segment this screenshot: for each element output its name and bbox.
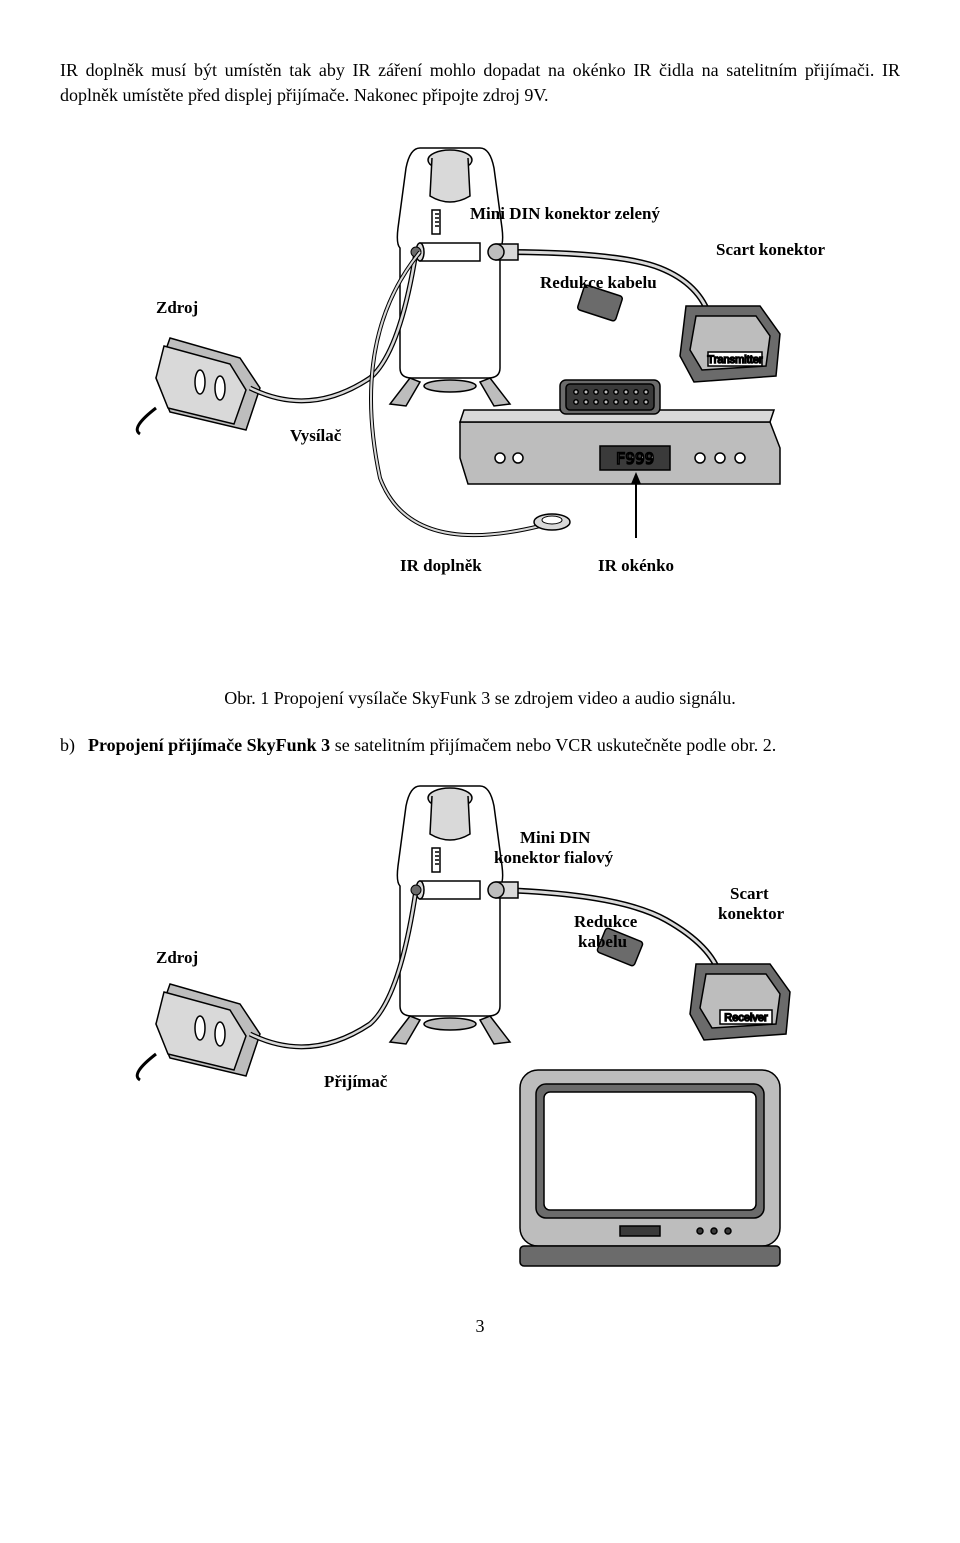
svg-text:Transmitter: Transmitter [707, 354, 763, 366]
caption-1: Obr. 1 Propojení vysílače SkyFunk 3 se z… [60, 688, 900, 709]
diagram-2: Receiver Zdroj Mini DIN konektor fialový… [120, 776, 840, 1276]
label-prijimac: Přijímač [324, 1072, 387, 1092]
label-zdroj-1: Zdroj [156, 298, 198, 318]
label-minidin-1: Mini DIN konektor zelený [470, 204, 660, 224]
list-item-b: b) Propojení přijímače SkyFunk 3 se sate… [60, 735, 900, 756]
label-zdroj-2: Zdroj [156, 948, 198, 968]
label-minidin-2-l1: Mini DIN [520, 828, 590, 848]
label-redukce-1: Redukce kabelu [540, 273, 657, 293]
list-text-b: Propojení přijímače SkyFunk 3 se satelit… [88, 735, 776, 756]
diagram-2-svg: Receiver [120, 776, 840, 1276]
label-minidin-2-l2: konektor fialový [494, 848, 613, 868]
intro-paragraph: IR doplněk musí být umístěn tak aby IR z… [60, 58, 900, 108]
page-number: 3 [60, 1316, 900, 1337]
label-vysilac: Vysílač [290, 426, 341, 446]
label-scart-2-l2: konektor [718, 904, 784, 924]
label-scart-1-line1: Scart konektor [716, 240, 825, 260]
label-ir-okenko: IR okénko [598, 556, 674, 576]
svg-text:Receiver: Receiver [724, 1012, 768, 1024]
label-redukce-2-l1: Redukce [574, 912, 637, 932]
label-redukce-2-l2: kabelu [578, 932, 627, 952]
label-ir-doplnek: IR doplněk [400, 556, 482, 576]
svg-text:F999: F999 [616, 449, 655, 468]
list-marker-b: b) [60, 735, 88, 756]
label-scart-2-l1: Scart [730, 884, 769, 904]
diagram-1: Transmitter F999 [120, 138, 840, 658]
